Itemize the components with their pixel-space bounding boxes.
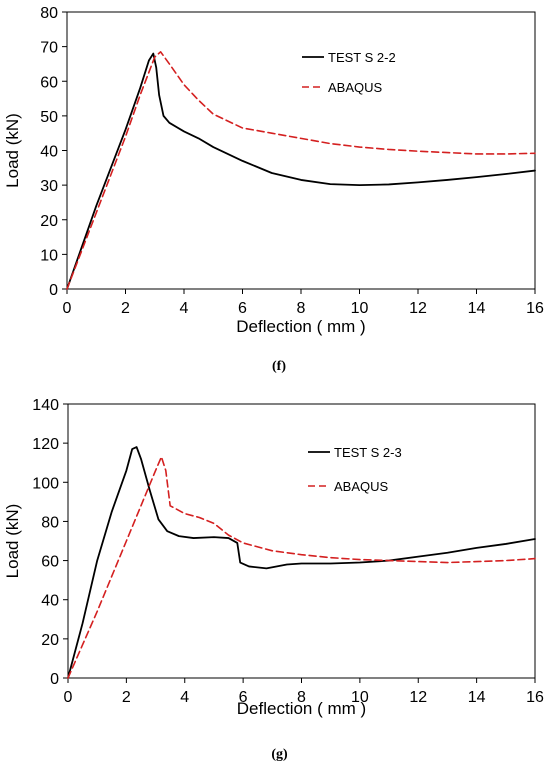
y-tick-label: 0 xyxy=(49,282,58,299)
x-tick-label: 6 xyxy=(239,689,248,706)
y-tick-label: 80 xyxy=(41,514,59,531)
chart-1: 0 2 4 6 8 10 12 14 16 0 10 20 30 40 50 60 70 80 Deflection… xyxy=(3,5,544,374)
x-tick-label: 0 xyxy=(63,300,72,317)
x-axis-label: Deflection ( mm ) xyxy=(236,317,365,336)
x-tick-label: 14 xyxy=(468,689,486,706)
y-tick-label: 100 xyxy=(32,475,59,492)
legend-label-2: ABAQUS xyxy=(328,80,383,95)
x-tick-label: 0 xyxy=(64,689,73,706)
x-tick-label: 10 xyxy=(351,689,369,706)
x-tick-label: 2 xyxy=(122,689,131,706)
series-line-2 xyxy=(67,456,536,679)
figure-caption: (g) xyxy=(271,747,288,762)
y-tick-label: 60 xyxy=(41,554,59,571)
x-tick-label: 4 xyxy=(180,689,189,706)
y-tick-label: 10 xyxy=(40,247,58,264)
y-axis-label: Load (kN) xyxy=(3,113,22,188)
y-tick-label: 80 xyxy=(40,5,58,22)
x-tick-label: 12 xyxy=(409,689,427,706)
x-tick-label: 16 xyxy=(526,689,544,706)
x-tick-label: 10 xyxy=(351,300,369,317)
x-tick-label: 4 xyxy=(180,300,189,317)
x-tick-label: 8 xyxy=(297,689,306,706)
legend-label-1: TEST S 2-3 xyxy=(334,445,402,460)
y-tick-label: 120 xyxy=(32,436,59,453)
legend-label-1: TEST S 2-2 xyxy=(328,50,396,65)
y-tick-label: 20 xyxy=(40,213,58,230)
y-tick-label: 20 xyxy=(41,632,59,649)
y-tick-label: 70 xyxy=(40,40,58,57)
x-tick-label: 6 xyxy=(238,300,247,317)
y-tick-label: 60 xyxy=(40,74,58,91)
series-line-1 xyxy=(67,446,536,679)
y-tick-label: 50 xyxy=(40,109,58,126)
y-axis-label: Load (kN) xyxy=(3,504,22,579)
figure-caption: (f) xyxy=(272,359,286,374)
chart-2: 0 2 4 6 8 10 12 14 16 0 20 40 60 80 100 120 140 Deflectio… xyxy=(3,397,544,762)
y-tick-label: 40 xyxy=(41,593,59,610)
plot-frame xyxy=(66,11,536,290)
y-tick-label: 0 xyxy=(50,671,59,688)
y-tick-label: 40 xyxy=(40,144,58,161)
x-tick-label: 14 xyxy=(468,300,486,317)
x-tick-label: 8 xyxy=(297,300,306,317)
x-tick-label: 2 xyxy=(121,300,130,317)
legend-label-2: ABAQUS xyxy=(334,479,389,494)
y-tick-label: 30 xyxy=(40,178,58,195)
x-tick-label: 12 xyxy=(409,300,427,317)
series-line-1 xyxy=(66,52,536,290)
plot-frame xyxy=(67,403,536,679)
x-axis-label: Deflection ( mm ) xyxy=(237,699,366,718)
x-tick-label: 16 xyxy=(526,300,544,317)
y-tick-label: 140 xyxy=(32,397,59,414)
series-line-2 xyxy=(66,51,536,290)
